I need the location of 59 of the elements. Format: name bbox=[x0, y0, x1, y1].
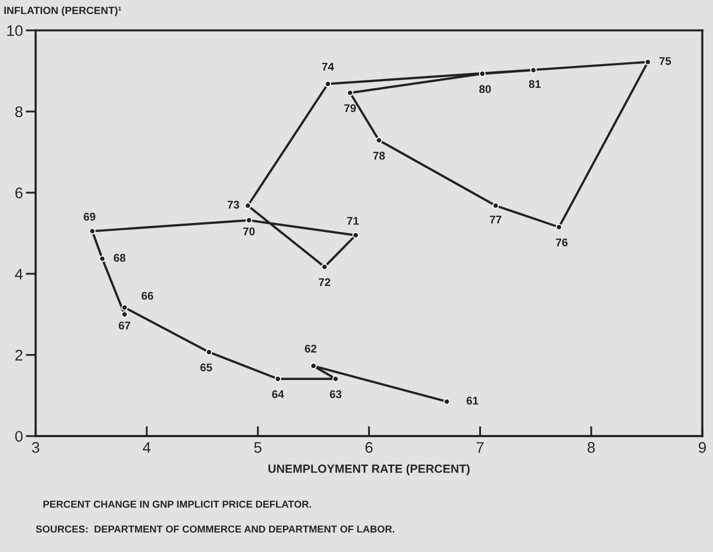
y-tick-label: 8 bbox=[15, 106, 22, 118]
annotation: 81 bbox=[528, 80, 541, 88]
point bbox=[530, 66, 537, 74]
point bbox=[332, 376, 339, 382]
annotation: 66 bbox=[142, 292, 154, 300]
annotation: 76 bbox=[556, 238, 568, 246]
annotation: 73 bbox=[228, 200, 240, 209]
text: PERCENT CHANGE IN GNP IMPLICIT PRICE DEFLATOR. bbox=[43, 500, 312, 508]
y-tick-label: 4 bbox=[15, 268, 23, 280]
point bbox=[479, 70, 486, 78]
point bbox=[310, 362, 317, 370]
point bbox=[99, 255, 106, 262]
y-axis-title: INFLATION (PERCENT)¹ bbox=[4, 6, 122, 16]
point bbox=[89, 228, 96, 234]
point bbox=[492, 202, 499, 209]
x-tick-label: 4 bbox=[142, 442, 151, 453]
annotation: 77 bbox=[490, 216, 502, 224]
annotation: 74 bbox=[322, 62, 334, 70]
point bbox=[274, 376, 282, 382]
annotation: 80 bbox=[479, 85, 491, 94]
x-tick-label: 9 bbox=[698, 442, 706, 453]
annotation: 79 bbox=[344, 104, 356, 112]
annotation: 72 bbox=[318, 278, 330, 286]
y-tick-label: 6 bbox=[15, 188, 22, 198]
point bbox=[346, 90, 354, 96]
source-note: SOURCES: DEPARTMENT OF COMMERCE AND DEPARTMENT OF LABOR. bbox=[36, 526, 394, 533]
annotation: 75 bbox=[659, 57, 672, 65]
x-axis-title: UNEMPLOYMENT RATE (PERCENT) bbox=[268, 464, 470, 476]
y-tick-label: 2 bbox=[15, 350, 22, 360]
annotation: 64 bbox=[272, 390, 284, 398]
point bbox=[121, 304, 128, 311]
point bbox=[246, 216, 252, 224]
annotation: 69 bbox=[84, 212, 96, 221]
point bbox=[443, 398, 450, 405]
annotation: 62 bbox=[304, 344, 316, 353]
annotation: 61 bbox=[466, 396, 478, 405]
point bbox=[352, 232, 359, 239]
y-tick-label: 10 bbox=[7, 25, 23, 36]
x-tick-label: 3 bbox=[32, 442, 40, 453]
x-tick-label: 6 bbox=[366, 442, 373, 453]
annotation: 65 bbox=[200, 364, 212, 372]
point bbox=[324, 80, 332, 88]
point bbox=[121, 311, 128, 318]
y-tick-label: 0 bbox=[15, 430, 23, 442]
annotation: 67 bbox=[118, 322, 130, 330]
annotation: 71 bbox=[347, 216, 359, 225]
point bbox=[206, 348, 212, 356]
x-tick-label: 5 bbox=[254, 442, 262, 453]
annotation: 68 bbox=[114, 254, 126, 262]
point bbox=[244, 202, 252, 209]
point bbox=[321, 264, 328, 270]
annotation: 70 bbox=[243, 227, 255, 236]
annotation: 78 bbox=[373, 152, 385, 160]
point bbox=[376, 137, 382, 144]
point bbox=[644, 58, 652, 66]
point bbox=[556, 224, 562, 230]
x-tick-label: 7 bbox=[476, 442, 484, 453]
annotation: 63 bbox=[330, 390, 342, 398]
x-tick-label: 8 bbox=[588, 442, 595, 453]
